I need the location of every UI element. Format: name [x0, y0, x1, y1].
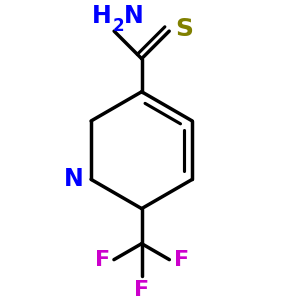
Text: F: F [134, 280, 149, 300]
Text: F: F [173, 250, 189, 270]
Text: H: H [92, 4, 111, 28]
Text: N: N [64, 167, 84, 191]
Text: N: N [124, 4, 144, 28]
Text: F: F [95, 250, 110, 270]
Text: S: S [175, 17, 193, 41]
Text: 2: 2 [113, 17, 124, 35]
